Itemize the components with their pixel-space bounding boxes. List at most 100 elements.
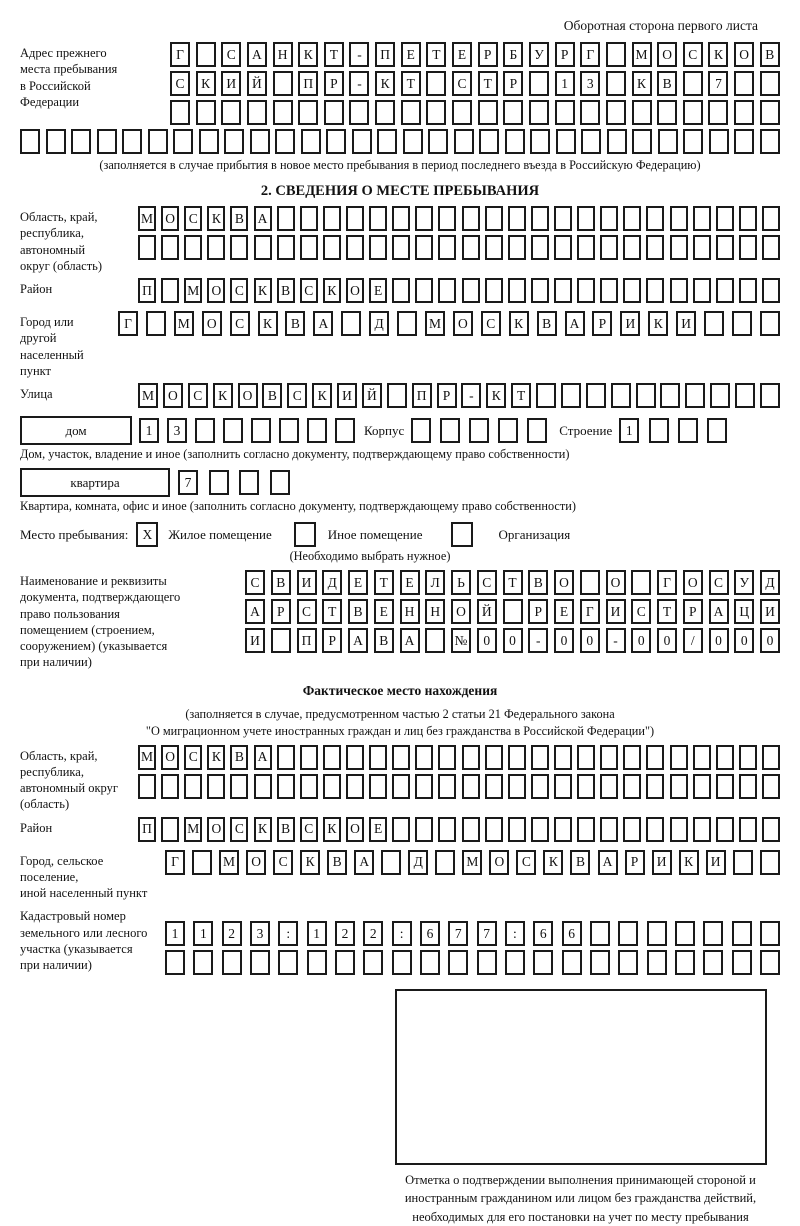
char-cell	[230, 773, 249, 799]
char-cell: С	[184, 206, 203, 231]
char-cell	[761, 816, 780, 842]
char-cell	[299, 773, 318, 799]
char-cell	[198, 129, 219, 154]
checkbox-organizaciya	[450, 522, 473, 547]
char-cell: И	[221, 71, 242, 96]
char-cell	[669, 773, 688, 799]
char-cell: 0	[579, 628, 600, 653]
char-cell: О	[734, 42, 755, 67]
char-cell: 6	[533, 921, 554, 947]
char-cell	[207, 235, 226, 260]
char-cell	[734, 71, 755, 96]
char-cell: Р	[624, 849, 645, 875]
char-cell: О	[657, 42, 678, 67]
char-cell: К	[486, 383, 507, 408]
char-cell	[759, 950, 780, 976]
char-cell	[453, 129, 474, 154]
char-cell	[249, 950, 270, 976]
char-cell	[646, 950, 667, 976]
char-cell: В	[657, 71, 678, 96]
cadastre-field: Кадастровый номер земельного или лесного…	[20, 905, 780, 979]
char-cell: 3	[167, 418, 187, 443]
char-cell: Т	[322, 599, 343, 624]
option-label-zhiloe: Жилое помещение	[168, 526, 272, 542]
char-cell	[507, 206, 526, 231]
char-cell: Т	[511, 383, 532, 408]
char-cell	[635, 383, 656, 408]
char-cell: Р	[592, 311, 613, 336]
char-cell: М	[424, 311, 445, 336]
char-cell: 2	[334, 921, 355, 947]
char-cell	[322, 206, 341, 231]
char-cell: И	[337, 383, 357, 408]
char-cell: 6	[561, 921, 582, 947]
char-cell	[392, 278, 411, 303]
char-cell	[507, 816, 526, 842]
char-cell	[530, 206, 549, 231]
char-cell: С	[299, 816, 318, 842]
char-cell	[322, 744, 341, 770]
actual-district-label: Район	[20, 820, 53, 835]
char-cell: М	[138, 206, 156, 231]
char-cell	[507, 278, 526, 303]
char-cell	[605, 100, 626, 125]
char-cell	[735, 383, 755, 408]
char-cell	[145, 311, 166, 336]
char-cell	[411, 418, 432, 443]
char-cell: Р	[323, 71, 344, 96]
char-cell	[193, 950, 214, 976]
char-cell: К	[195, 71, 216, 96]
stay-type-note: (Необходимо выбрать нужное)	[289, 549, 451, 563]
char-cell	[660, 383, 681, 408]
char-cell: С	[452, 71, 473, 96]
char-cell: Е	[369, 816, 388, 842]
char-cell	[585, 383, 606, 408]
char-cell	[369, 235, 388, 260]
char-cell	[759, 100, 780, 125]
char-cell: А	[564, 311, 585, 336]
char-cell	[397, 311, 418, 336]
char-cell: А	[597, 849, 618, 875]
char-cell: Р	[528, 599, 549, 624]
char-cell	[426, 71, 447, 96]
char-cell	[299, 744, 318, 770]
char-cell: Д	[408, 849, 429, 875]
char-cell: 7	[476, 921, 497, 947]
char-cell	[715, 206, 734, 231]
char-cell: С	[296, 599, 317, 624]
char-cell: В	[262, 383, 283, 408]
char-cell: В	[270, 570, 291, 595]
char-cell	[577, 744, 596, 770]
char-cell	[223, 418, 243, 443]
char-cell	[452, 100, 473, 125]
char-cell: К	[543, 849, 564, 875]
char-cell: №	[451, 628, 471, 653]
doc-row-3: И П Р А В А № 0 0-0 0-0 0/0 0 0	[245, 628, 780, 653]
char-cell	[415, 744, 434, 770]
char-cell	[270, 628, 291, 653]
char-cell	[71, 129, 92, 154]
char-cell	[553, 816, 572, 842]
char-cell	[703, 950, 724, 976]
char-cell: У	[734, 570, 755, 595]
char-cell: 1	[306, 921, 327, 947]
char-cell: П	[138, 278, 156, 303]
char-cell	[498, 418, 519, 443]
char-cell: О	[201, 311, 222, 336]
char-cell	[589, 950, 610, 976]
char-cell	[461, 773, 480, 799]
stamp-caption: Отметка о подтверждении выполнения прини…	[404, 1173, 757, 1224]
char-cell: Ц	[734, 599, 755, 624]
char-cell: Р	[270, 599, 291, 624]
char-cell: В	[276, 278, 295, 303]
char-cell	[392, 206, 411, 231]
char-cell	[692, 206, 711, 231]
char-cell	[554, 100, 575, 125]
char-cell: -	[349, 42, 370, 67]
char-cell	[577, 773, 596, 799]
